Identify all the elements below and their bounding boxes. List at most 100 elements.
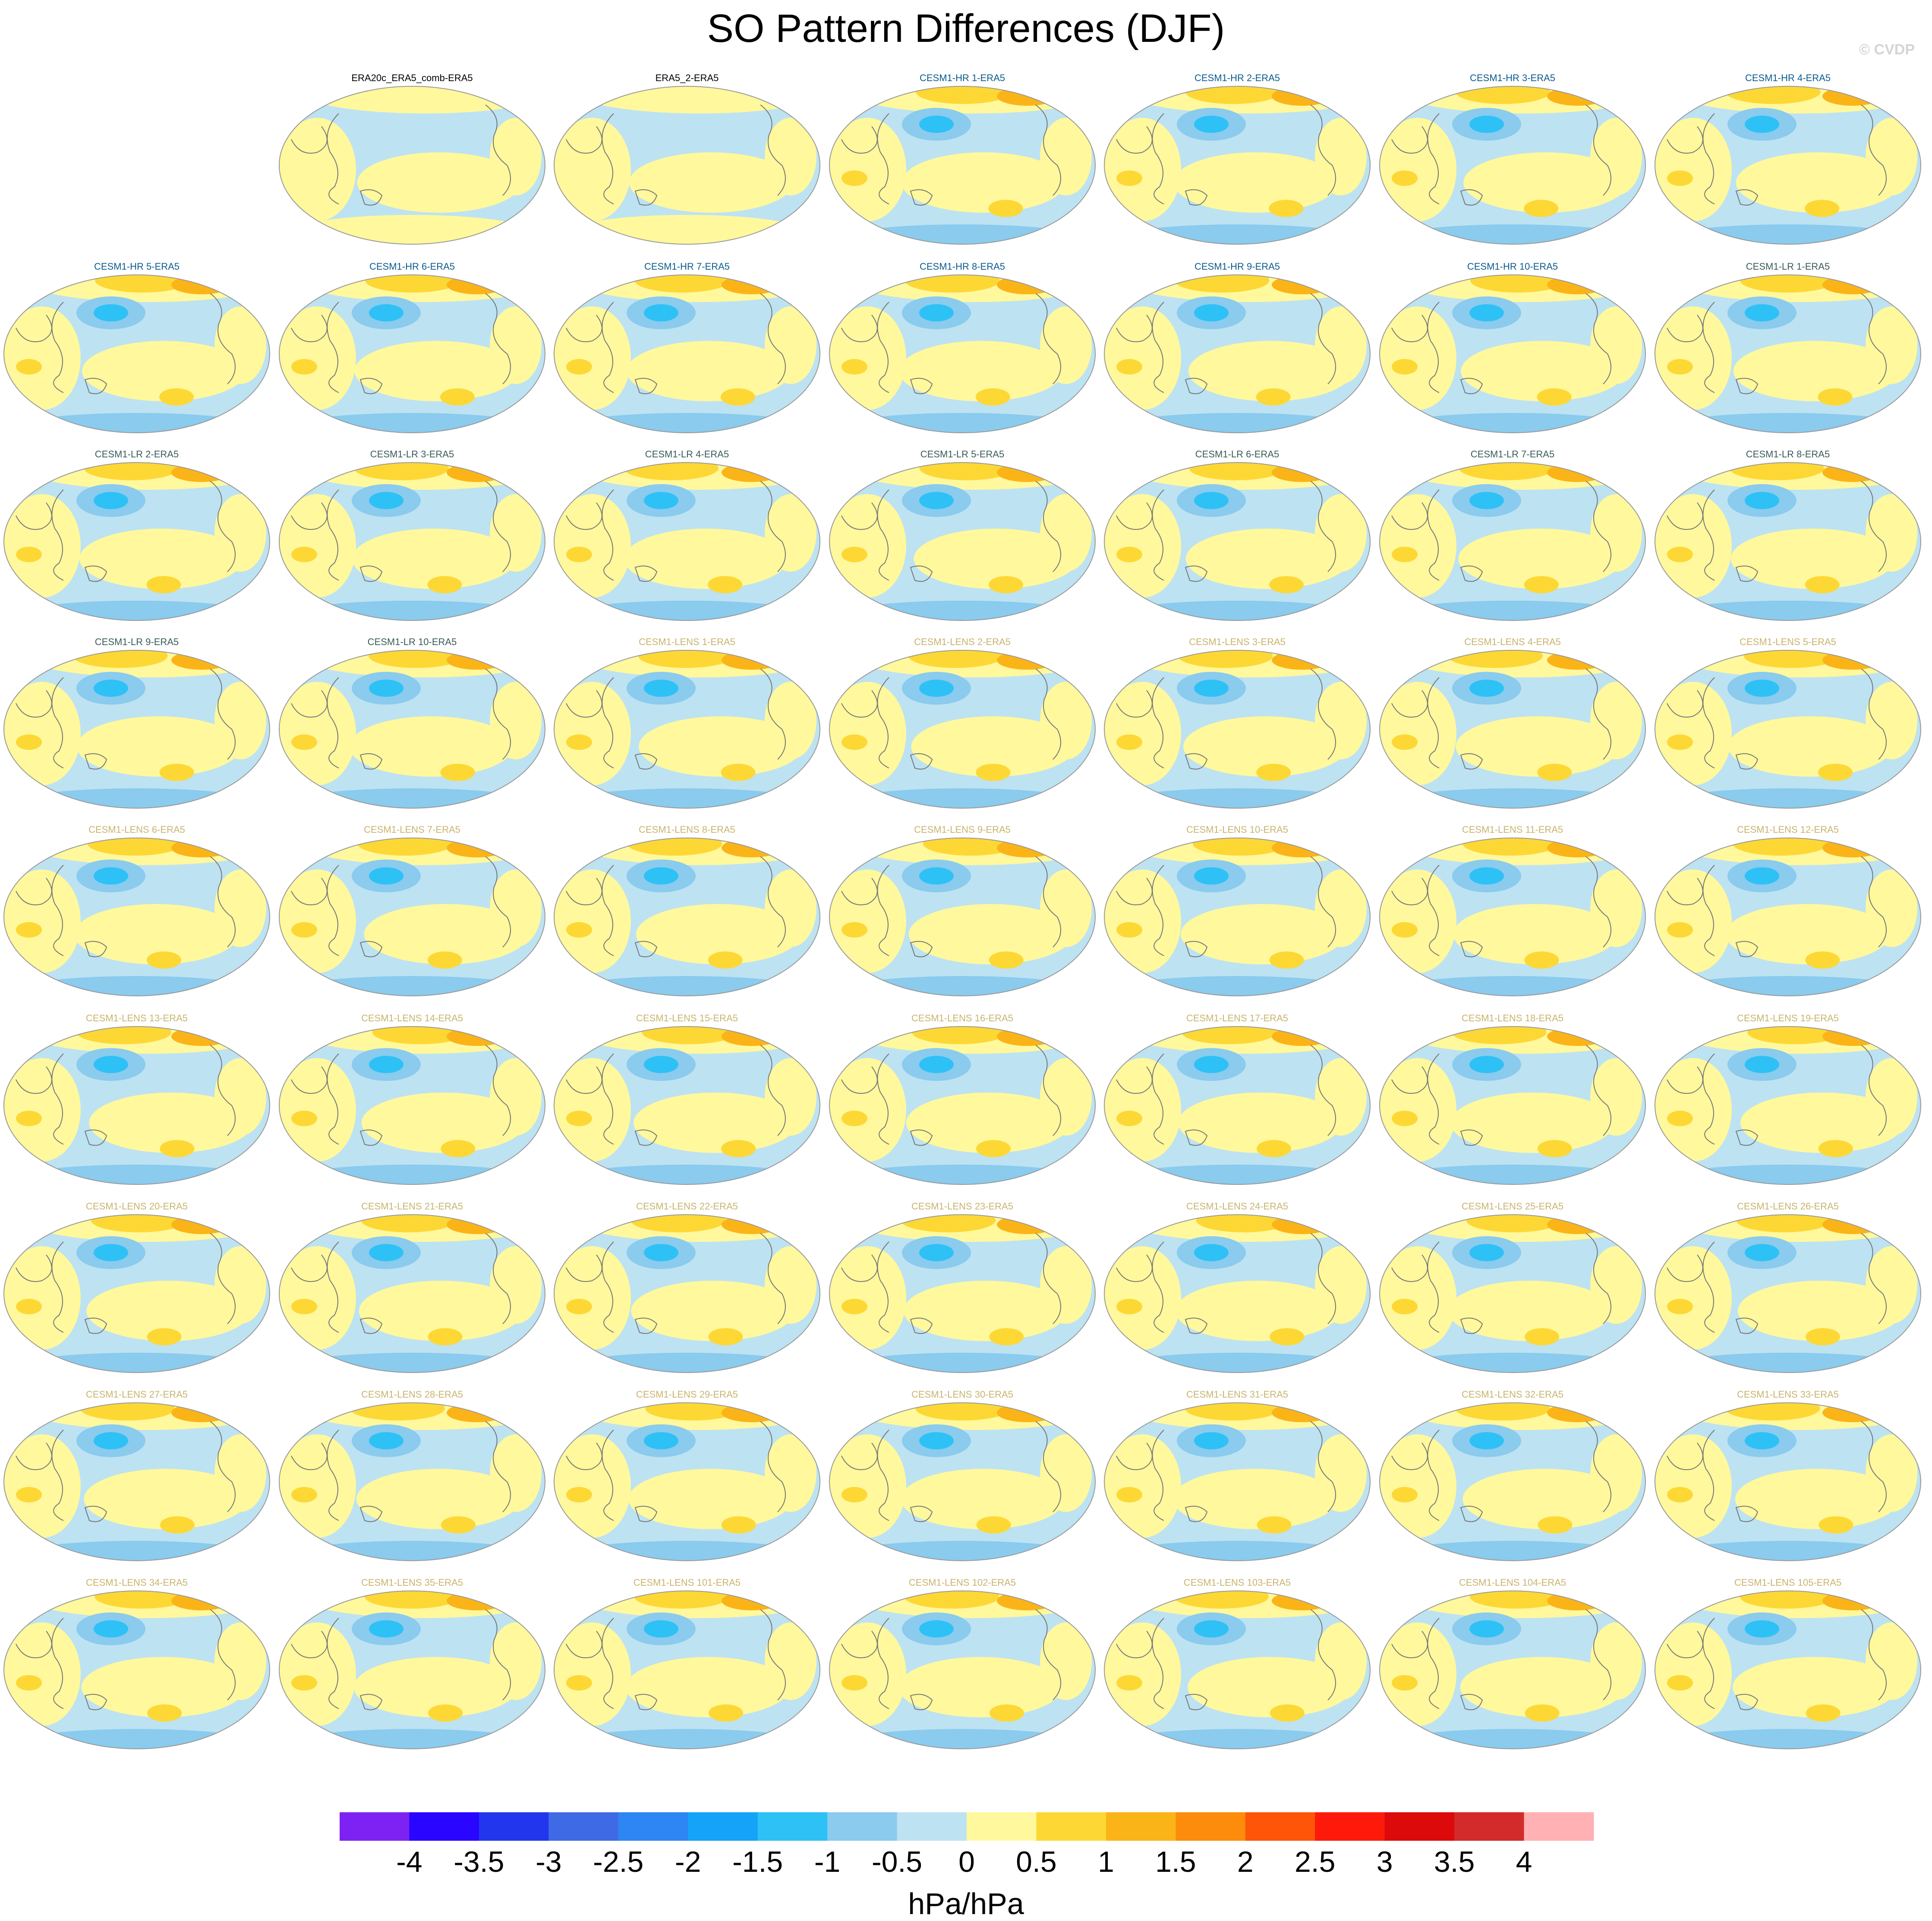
contour-fill xyxy=(428,1328,463,1345)
contour-fill xyxy=(94,1620,128,1638)
panel-title: CESM1-LR 3-ERA5 xyxy=(370,449,454,460)
contour-fill xyxy=(566,1487,592,1502)
contour-fill xyxy=(1194,116,1229,133)
map-border xyxy=(554,86,820,245)
coastline xyxy=(1460,1694,1483,1710)
map-panel: CESM1-LR 10-ERA5 xyxy=(279,636,545,809)
contour-fill xyxy=(1459,463,1554,480)
coastlines xyxy=(841,856,1061,957)
contour-fill xyxy=(7,1541,266,1561)
map-border xyxy=(829,274,1096,433)
contour-fill xyxy=(915,1403,1011,1420)
colorbar-swatch xyxy=(688,1812,758,1841)
coastline xyxy=(602,113,614,205)
contour-fill xyxy=(1380,1622,1456,1726)
panel-title: CESM1-LENS 10-ERA5 xyxy=(1186,824,1288,835)
contour-fill xyxy=(765,869,816,947)
contour-fill xyxy=(147,1704,182,1722)
coastline xyxy=(327,1430,339,1521)
coastline xyxy=(1152,489,1164,581)
coastline xyxy=(1152,677,1164,768)
coastline xyxy=(1585,1609,1611,1701)
contour-fill xyxy=(94,1432,128,1449)
contour-fill xyxy=(369,650,464,668)
contour-fill xyxy=(1116,170,1142,186)
contour-fill xyxy=(1257,1516,1292,1534)
contour-fill xyxy=(1469,867,1504,885)
coastline xyxy=(1152,865,1164,956)
coastline xyxy=(1116,126,1153,154)
contour-fill xyxy=(1728,716,1892,777)
contour-fill xyxy=(1469,1591,1565,1609)
contour-fill xyxy=(1192,838,1288,856)
contour-fill xyxy=(1655,869,1732,973)
contour-fill xyxy=(1538,1516,1573,1534)
colorbar-swatch xyxy=(757,1812,828,1841)
map-panel: CESM1-LENS 103-ERA5 xyxy=(1104,1577,1371,1749)
coastline xyxy=(1702,677,1715,768)
panel-title: CESM1-LENS 33-ERA5 xyxy=(1737,1389,1839,1400)
map-border xyxy=(1379,462,1646,621)
coastline xyxy=(1427,677,1440,768)
map-panel: CESM1-LR 5-ERA5 xyxy=(829,449,1096,621)
coastline xyxy=(1585,668,1611,760)
panel-title: CESM1-LR 5-ERA5 xyxy=(920,449,1004,460)
coastline xyxy=(210,1233,236,1324)
coastline xyxy=(634,1505,658,1522)
map-border xyxy=(1379,838,1646,996)
contour-fill xyxy=(1380,869,1456,973)
map-panel: CESM1-LR 9-ERA5 xyxy=(3,636,270,809)
map-border xyxy=(1655,1026,1921,1185)
contour-fill xyxy=(1866,494,1917,572)
coastline xyxy=(1116,1066,1153,1094)
coastline xyxy=(51,677,64,768)
map-panel: CESM1-LENS 10-ERA5 xyxy=(1104,824,1371,996)
contour-fill xyxy=(1590,1434,1642,1512)
contour-fill xyxy=(627,838,722,856)
coastline xyxy=(51,489,64,581)
map-panel: CESM1-LENS 7-ERA5 xyxy=(279,824,545,996)
contour-fill xyxy=(558,1165,816,1184)
contour-fill xyxy=(279,1058,356,1162)
map-border xyxy=(279,1590,545,1749)
coastline xyxy=(1391,878,1428,905)
map-border xyxy=(554,650,820,809)
contour-fill xyxy=(903,1281,1068,1341)
contour-fill xyxy=(440,388,475,406)
coastline xyxy=(1667,1066,1703,1094)
coastline xyxy=(1185,941,1208,957)
coastline xyxy=(210,668,236,760)
contour-fill xyxy=(1392,734,1418,750)
contour-fill xyxy=(1469,680,1504,697)
coastline xyxy=(1667,690,1703,718)
coastlines xyxy=(1391,1233,1611,1334)
colorbar-swatch xyxy=(1176,1812,1246,1841)
contour-fill xyxy=(1104,118,1181,221)
map-panel: CESM1-LENS 26-ERA5 xyxy=(1655,1201,1921,1373)
contour-fill xyxy=(369,1244,403,1261)
map-panel: CESM1-HR 1-ERA5 xyxy=(829,72,1096,245)
contour-fill xyxy=(923,838,1018,856)
coastline xyxy=(1861,1233,1887,1324)
contour-fill xyxy=(1469,492,1504,509)
coastline xyxy=(291,690,328,718)
contour-fill xyxy=(708,1328,743,1345)
contour-fill xyxy=(898,1657,1062,1717)
contour-fill xyxy=(1729,463,1824,480)
panel-title: CESM1-LENS 31-ERA5 xyxy=(1186,1389,1288,1400)
map-panel: CESM1-LENS 35-ERA5 xyxy=(279,1577,545,1749)
contour-fill xyxy=(988,200,1023,217)
contour-fill xyxy=(1469,1620,1504,1638)
contour-fill xyxy=(1108,788,1367,808)
coastline xyxy=(1152,302,1164,393)
contour-fill xyxy=(1725,86,1821,104)
coastline xyxy=(1116,502,1153,530)
coastline xyxy=(485,856,511,948)
contour-fill xyxy=(1469,1244,1504,1261)
coastline xyxy=(1035,1045,1061,1136)
contour-fill xyxy=(842,1111,867,1126)
coastlines xyxy=(1116,1045,1336,1146)
coastline xyxy=(359,565,383,582)
coastline xyxy=(1310,1421,1336,1512)
contour-fill xyxy=(908,650,1003,668)
